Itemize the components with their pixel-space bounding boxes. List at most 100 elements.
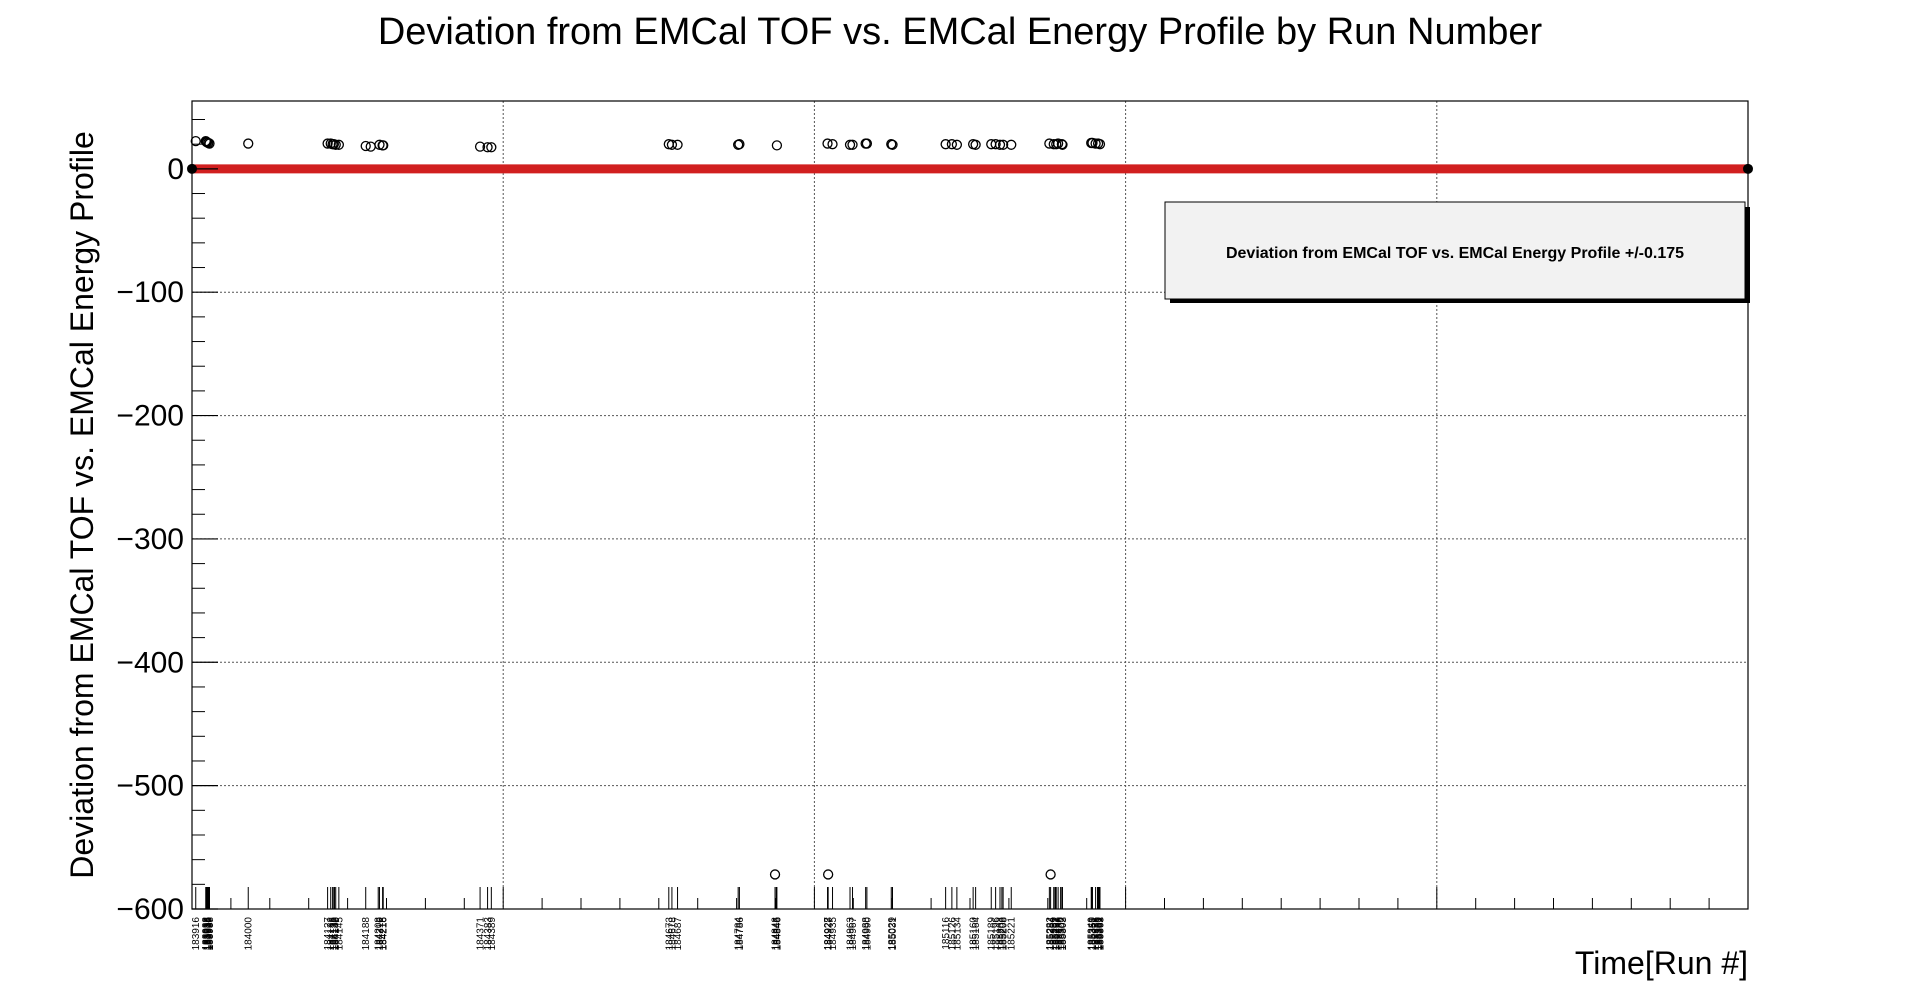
x-tick-label: 185164 <box>971 917 982 951</box>
x-tick-label: 184967 <box>848 917 859 951</box>
data-point <box>769 869 781 880</box>
data-point <box>666 139 678 150</box>
data-point <box>1045 869 1056 880</box>
x-tick-label: 185134 <box>952 917 963 951</box>
data-point <box>378 140 389 151</box>
x-axis: 1839161839321839331839341839351839361839… <box>191 887 1749 951</box>
x-tick-label: 184673 <box>664 917 675 951</box>
y-tick-label: 0 <box>167 153 184 186</box>
x-tick-label: 184135 <box>328 917 339 951</box>
x-tick-label: 184138 <box>330 917 341 951</box>
data-point <box>994 139 1006 150</box>
x-tick-label: 184928 <box>824 917 835 951</box>
x-tick-label: 184210 <box>375 917 386 951</box>
data-points <box>190 135 1106 880</box>
x-tick-label: 184389 <box>487 917 498 951</box>
data-point <box>1094 139 1106 150</box>
x-tick-label: 185360 <box>1094 917 1105 951</box>
data-point <box>951 139 963 150</box>
data-point <box>887 139 898 150</box>
x-tick-label: 185029 <box>887 917 898 951</box>
x-tick-label: 185221 <box>1007 917 1018 951</box>
x-tick-label: 184140 <box>331 917 342 951</box>
y-tick-label: −200 <box>116 400 184 433</box>
x-tick-label: 183916 <box>191 917 202 951</box>
x-tick-label: 184843 <box>771 917 782 951</box>
x-tick-label: 184687 <box>673 917 684 951</box>
data-point <box>847 139 858 150</box>
data-point <box>1006 139 1017 150</box>
x-tick-label: 185284 <box>1046 917 1057 951</box>
x-tick-label: 184215 <box>378 917 389 951</box>
data-point <box>822 869 834 880</box>
x-tick-label: 185292 <box>1051 917 1062 951</box>
legend-label: Deviation from EMCal TOF vs. EMCal Energ… <box>1226 245 1684 262</box>
x-tick-label: 185291 <box>1050 917 1061 951</box>
chart-title: Deviation from EMCal TOF vs. EMCal Energ… <box>378 11 1543 53</box>
data-point <box>1057 139 1068 150</box>
x-tick-label: 185350 <box>1087 917 1098 951</box>
legend-box <box>1164 201 1746 300</box>
x-tick-label: 183935 <box>203 917 214 951</box>
x-tick-label: 185189 <box>987 917 998 951</box>
x-tick-label: 184137 <box>329 917 340 951</box>
x-tick-label: 185303 <box>1058 917 1069 951</box>
x-tick-label: 184935 <box>828 917 839 951</box>
data-point <box>243 138 254 149</box>
x-tick-label: 185300 <box>1056 917 1067 951</box>
x-tick-label: 185282 <box>1045 917 1056 951</box>
x-tick-label: 183934 <box>202 917 213 951</box>
data-point <box>990 139 1001 150</box>
y-tick-label: −300 <box>116 523 184 556</box>
x-tick-label: 184678 <box>667 917 678 951</box>
x-tick-label: 184127 <box>323 917 334 951</box>
y-tick-label: −600 <box>116 893 184 926</box>
x-tick-label: 183936 <box>204 917 215 951</box>
x-axis-label: Time[Run #] <box>1575 945 1748 981</box>
x-tick-label: 184963 <box>846 917 857 951</box>
x-tick-label: 184383 <box>483 917 494 951</box>
x-tick-label: 184786 <box>735 917 746 951</box>
data-point <box>474 141 486 152</box>
x-tick-label: 185289 <box>1049 917 1060 951</box>
y-axis-label: Deviation from EMCal TOF vs. EMCal Energ… <box>64 131 100 878</box>
data-point <box>482 142 493 153</box>
x-tick-label: 185206 <box>997 917 1008 951</box>
x-tick-label: 185031 <box>888 917 899 951</box>
y-tick-label: −100 <box>116 276 184 309</box>
x-tick-label: 185302 <box>1057 917 1068 951</box>
x-tick-label: 185126 <box>947 917 958 951</box>
data-point <box>333 139 345 150</box>
x-tick-label: 183932 <box>201 917 212 951</box>
x-tick-label: 184216 <box>379 917 390 951</box>
y-tick-label: −500 <box>116 770 184 803</box>
data-point <box>322 138 333 149</box>
x-tick-label: 185196 <box>991 917 1002 951</box>
x-tick-label: 185293 <box>1052 917 1063 951</box>
data-point <box>330 139 341 150</box>
x-tick-label: 184000 <box>244 917 255 951</box>
x-tick-label: 185351 <box>1088 917 1099 951</box>
x-tick-label: 185349 <box>1087 917 1098 951</box>
x-tick-label: 185359 <box>1093 917 1104 951</box>
x-tick-label: 183937 <box>204 917 215 951</box>
reference-band <box>187 163 1753 174</box>
data-point <box>946 139 958 150</box>
x-tick-label: 184846 <box>772 917 783 951</box>
x-tick-label: 183933 <box>202 917 213 951</box>
x-tick-label: 184188 <box>361 917 372 951</box>
data-point <box>733 139 744 150</box>
x-tick-label: 184927 <box>823 917 834 951</box>
data-point <box>970 139 981 150</box>
data-point <box>771 140 783 151</box>
data-point <box>486 142 497 153</box>
data-point <box>997 139 1009 150</box>
data-point <box>822 138 833 149</box>
data-point <box>204 138 215 149</box>
legend: Deviation from EMCal TOF vs. EMCal Energ… <box>1164 201 1750 303</box>
data-point <box>940 139 951 150</box>
data-point <box>861 138 873 149</box>
x-tick-label: 185361 <box>1094 917 1105 951</box>
x-tick-label: 185203 <box>995 917 1006 951</box>
